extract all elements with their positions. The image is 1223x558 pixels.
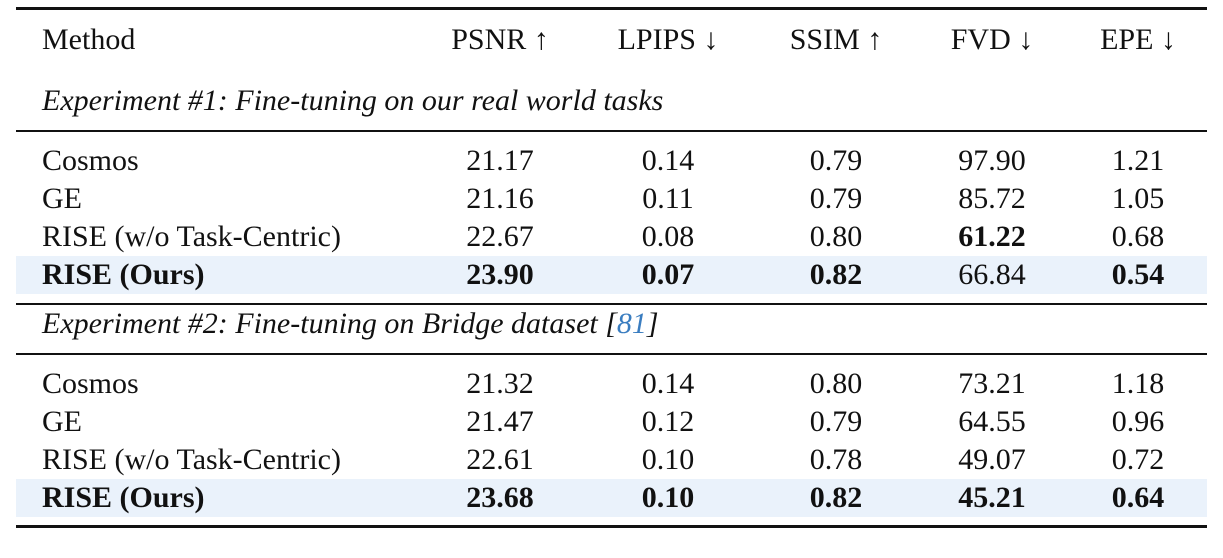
value-cell: 0.82 (809, 481, 863, 514)
value-cell: 1.05 (1111, 182, 1165, 215)
section-rule (16, 303, 1207, 305)
section-rule (16, 353, 1207, 355)
value-cell: 66.84 (958, 258, 1026, 291)
top-rule (16, 7, 1207, 10)
value-cell: 0.10 (641, 481, 695, 514)
section-title-text: Experiment #1: Fine-tuning on our real w… (42, 84, 664, 117)
method-cell: GE (42, 405, 82, 438)
method-cell: Cosmos (42, 144, 139, 177)
value-cell: 23.68 (466, 481, 534, 514)
value-cell: 0.10 (641, 443, 695, 476)
value-cell: 0.11 (642, 182, 694, 215)
value-cell: 0.79 (809, 144, 863, 177)
value-cell: 64.55 (958, 405, 1026, 438)
value-cell: 21.32 (466, 367, 534, 400)
section-title: Experiment #1: Fine-tuning on our real w… (42, 81, 663, 121)
header-cell: LPIPS ↓ (617, 23, 719, 56)
section-rule (16, 130, 1207, 132)
value-cell: 0.80 (809, 367, 863, 400)
section-title: Experiment #2: Fine-tuning on Bridge dat… (42, 304, 659, 344)
value-cell: 1.18 (1111, 367, 1165, 400)
value-cell: 49.07 (958, 443, 1026, 476)
section-title-end: ] (646, 307, 659, 340)
value-cell: 21.16 (466, 182, 534, 215)
section-title-text: Experiment #2: Fine-tuning on Bridge dat… (42, 307, 617, 340)
method-cell: Cosmos (42, 367, 139, 400)
header-cell: EPE ↓ (1100, 23, 1176, 56)
value-cell: 23.90 (466, 258, 534, 291)
value-cell: 97.90 (958, 144, 1026, 177)
value-cell: 21.47 (466, 405, 534, 438)
value-cell: 0.14 (641, 144, 695, 177)
value-cell: 1.21 (1111, 144, 1165, 177)
bottom-rule (16, 525, 1207, 528)
value-cell: 0.64 (1111, 481, 1165, 514)
value-cell: 0.79 (809, 405, 863, 438)
header-cell: Method (42, 23, 136, 56)
header-cell: PSNR ↑ (451, 23, 549, 56)
value-cell: 0.72 (1111, 443, 1165, 476)
value-cell: 22.61 (466, 443, 534, 476)
value-cell: 21.17 (466, 144, 534, 177)
value-cell: 0.79 (809, 182, 863, 215)
value-cell: 85.72 (958, 182, 1026, 215)
method-cell: RISE (Ours) (42, 258, 205, 291)
value-cell: 0.68 (1111, 220, 1165, 253)
value-cell: 61.22 (958, 220, 1026, 253)
value-cell: 73.21 (958, 367, 1026, 400)
value-cell: 0.78 (809, 443, 863, 476)
value-cell: 45.21 (958, 481, 1026, 514)
value-cell: 0.96 (1111, 405, 1165, 438)
value-cell: 0.07 (641, 258, 695, 291)
value-cell: 0.82 (809, 258, 863, 291)
method-cell: RISE (w/o Task-Centric) (42, 443, 341, 476)
header-cell: FVD ↓ (950, 23, 1034, 56)
method-cell: RISE (Ours) (42, 481, 205, 514)
value-cell: 0.14 (641, 367, 695, 400)
value-cell: 0.80 (809, 220, 863, 253)
row-highlight (16, 256, 1207, 294)
citation: 81 (616, 307, 647, 340)
row-highlight (16, 479, 1207, 517)
value-cell: 0.12 (641, 405, 695, 438)
method-cell: RISE (w/o Task-Centric) (42, 220, 341, 253)
method-cell: GE (42, 182, 82, 215)
header-cell: SSIM ↑ (789, 23, 883, 56)
value-cell: 22.67 (466, 220, 534, 253)
value-cell: 0.08 (641, 220, 695, 253)
value-cell: 0.54 (1111, 258, 1165, 291)
